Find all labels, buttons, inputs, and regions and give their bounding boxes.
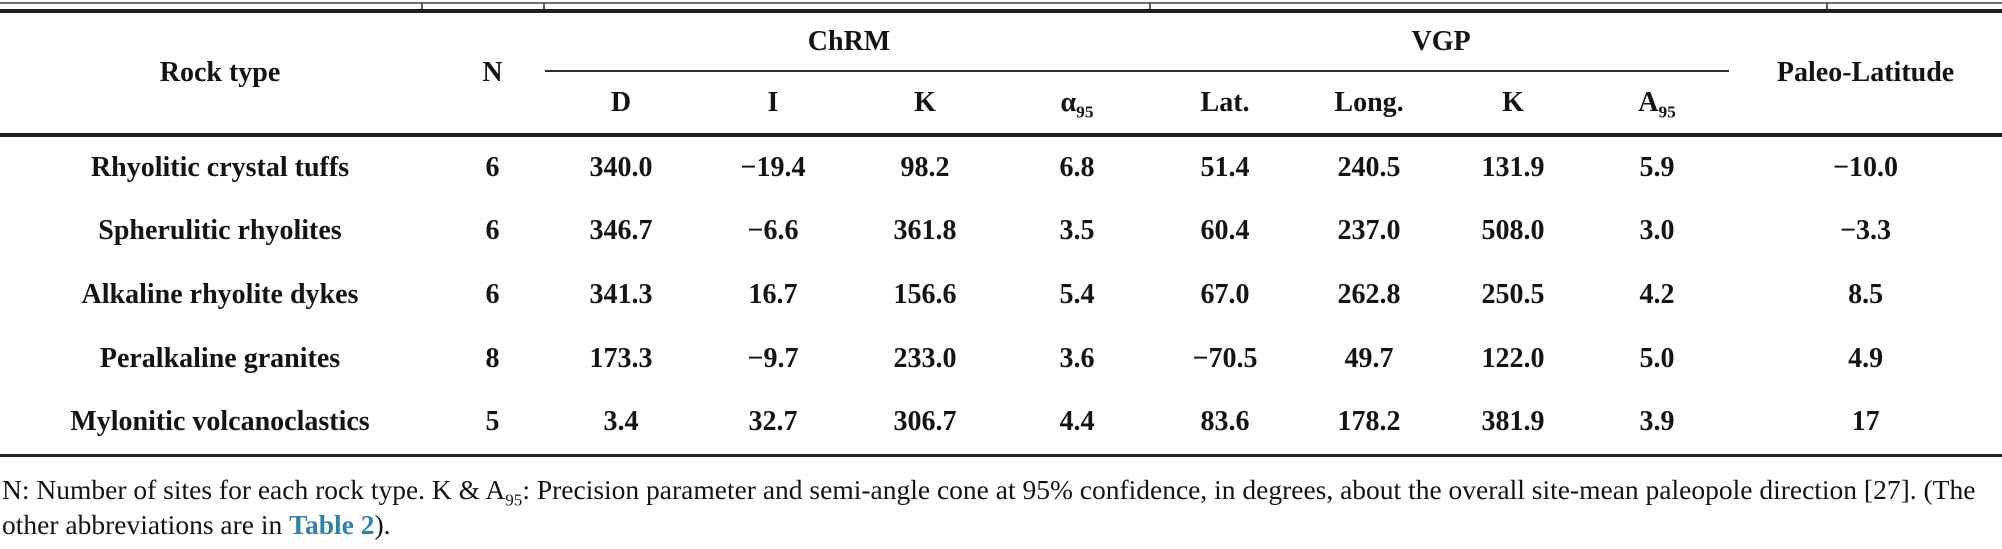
table-row: Mylonitic volcanoclastics 5 3.4 32.7 306.7 4.…	[0, 391, 2002, 455]
value-cell: 4.4	[1059, 406, 1095, 438]
value-cell: 306.7	[893, 406, 957, 438]
table-row: Peralkaline granites 8 173.3 −9.7 233.0 3.6 −7…	[0, 327, 2002, 391]
col-header-d: D	[610, 86, 632, 118]
value-cell: −9.7	[747, 343, 799, 374]
value-cell: 5.4	[1059, 279, 1095, 310]
table-row: Spherulitic rhyolites 6 346.7 −6.6 361.8 3.5 6…	[0, 199, 2002, 263]
header-sub-row: D I K α95 Lat. Long. K A95	[0, 71, 2002, 135]
value-cell: −6.6	[747, 215, 799, 246]
value-cell: 32.7	[748, 406, 798, 438]
value-cell: −19.4	[740, 152, 806, 183]
col-header-i: I	[767, 86, 779, 118]
header-group-row: Rock type N ChRM VGP Paleo-Latitude	[0, 11, 2002, 87]
rock-type-cell: Mylonitic volcanoclastics	[70, 406, 370, 438]
value-cell: 6	[485, 215, 500, 246]
value-cell: 98.2	[900, 152, 950, 183]
value-cell: 5	[485, 406, 500, 438]
paleomagnetic-results-table: Rock type N ChRM VGP Paleo-Latitude D I …	[0, 9, 2002, 457]
rule-tick	[421, 2, 423, 9]
value-cell: 262.8	[1337, 279, 1401, 310]
rock-type-cell: Alkaline rhyolite dykes	[81, 279, 359, 310]
value-cell: 178.2	[1337, 406, 1401, 438]
rock-type-cell: Peralkaline granites	[99, 343, 341, 374]
group-header-chrm: ChRM	[545, 11, 1154, 72]
value-cell: 341.3	[589, 279, 653, 310]
value-cell: 237.0	[1337, 215, 1401, 246]
col-header-n: N	[482, 57, 503, 88]
value-cell: 60.4	[1200, 215, 1250, 246]
col-header-paleo-latitude: Paleo-Latitude	[1776, 57, 1955, 88]
footnote: N: Number of sites for each rock type. K…	[2, 472, 1998, 542]
value-cell: 6	[485, 279, 500, 310]
table-row: Rhyolitic crystal tuffs 6 340.0 −19.4 98.2 6.…	[0, 135, 2002, 199]
value-cell: 122.0	[1481, 343, 1545, 374]
value-cell: 3.4	[603, 406, 639, 438]
value-cell: 49.7	[1344, 343, 1394, 374]
value-cell: 67.0	[1200, 279, 1250, 310]
value-cell: 5.0	[1639, 343, 1675, 374]
value-cell: 340.0	[589, 152, 653, 183]
value-cell: 17	[1851, 406, 1880, 438]
footnote-text: N: Number of sites for each rock type. K…	[2, 474, 506, 505]
value-cell: 5.9	[1639, 152, 1675, 183]
value-cell: 16.7	[748, 279, 798, 310]
rock-type-cell: Rhyolitic crystal tuffs	[90, 152, 350, 183]
value-cell: 156.6	[893, 279, 957, 310]
value-cell: 4.2	[1639, 279, 1675, 310]
footnote-text: ).	[374, 509, 391, 541]
rock-type-cell: Spherulitic rhyolites	[98, 215, 342, 246]
col-header-k-chrm: K	[914, 86, 936, 118]
value-cell: 233.0	[893, 343, 957, 374]
group-header-vgp: VGP	[1153, 11, 1730, 72]
value-cell: −70.5	[1192, 343, 1258, 374]
value-cell: 6.8	[1059, 152, 1095, 183]
col-header-alpha95: α95	[1060, 86, 1094, 122]
value-cell: 6	[485, 152, 500, 183]
col-header-long: Long.	[1334, 86, 1404, 118]
value-cell: 3.9	[1639, 406, 1675, 438]
col-header-lat: Lat.	[1200, 86, 1250, 118]
col-header-a95: A95	[1638, 86, 1676, 122]
value-cell: 240.5	[1337, 152, 1401, 183]
value-cell: 346.7	[589, 215, 653, 246]
table-2-link[interactable]: Table 2	[289, 509, 375, 541]
footnote-text: : Precision parameter and semi-angle con…	[2, 474, 1976, 541]
value-cell: 3.5	[1059, 215, 1095, 246]
rule-tick	[1826, 2, 1828, 9]
value-cell: 131.9	[1481, 152, 1545, 183]
footnote-subscript: 95	[505, 490, 523, 510]
col-header-rock-type: Rock type	[159, 57, 281, 88]
value-cell: 381.9	[1481, 406, 1545, 438]
table-row: Alkaline rhyolite dykes 6 341.3 16.7 156.6 5.…	[0, 263, 2002, 327]
value-cell: 3.0	[1639, 215, 1675, 246]
value-cell: 361.8	[893, 215, 957, 246]
table-body: Rhyolitic crystal tuffs 6 340.0 −19.4 98.2 6.…	[0, 135, 2002, 455]
value-cell: 250.5	[1481, 279, 1545, 310]
value-cell: 173.3	[589, 343, 653, 374]
value-cell: 8	[485, 343, 500, 374]
value-cell: 508.0	[1481, 215, 1545, 246]
value-cell: 8.5	[1848, 279, 1884, 310]
rule-tick	[1149, 2, 1151, 9]
value-cell: 83.6	[1200, 406, 1250, 438]
value-cell: −3.3	[1840, 215, 1892, 246]
value-cell: −10.0	[1833, 152, 1899, 183]
value-cell: 51.4	[1200, 152, 1250, 183]
col-header-k-vgp: K	[1502, 86, 1524, 118]
rule-tick	[543, 2, 545, 9]
top-thin-rule	[0, 2, 2002, 4]
table-header: Rock type N ChRM VGP Paleo-Latitude D I …	[0, 11, 2002, 135]
value-cell: 4.9	[1848, 343, 1884, 374]
value-cell: 3.6	[1059, 343, 1095, 374]
